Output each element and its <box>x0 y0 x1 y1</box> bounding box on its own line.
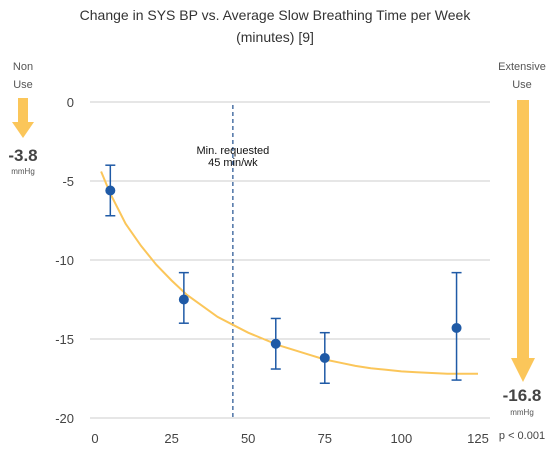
x-tick-label: 125 <box>467 431 489 446</box>
non-use-value: -3.8 <box>8 146 38 165</box>
data-point <box>451 322 462 333</box>
chart-title: Change in SYS BP vs. Average Slow Breath… <box>40 4 510 48</box>
annotation-line1: Min. requested <box>196 145 269 157</box>
x-tick-label: 0 <box>91 431 98 446</box>
y-tick-label: -5 <box>62 174 74 189</box>
non-use-down-arrow-icon <box>12 98 34 138</box>
chart-title-line2: (minutes) [9] <box>236 29 314 45</box>
data-point <box>270 338 281 349</box>
extensive-use-label: Extensive Use <box>498 61 546 91</box>
fit-curve <box>100 171 478 375</box>
extensive-use-value: -16.8 <box>502 386 542 405</box>
annotation-line2: 45 min/wk <box>208 157 258 169</box>
data-point <box>178 294 189 305</box>
extensive-use-down-arrow-icon <box>511 100 535 382</box>
chart-title-line1: Change in SYS BP vs. Average Slow Breath… <box>79 7 471 23</box>
y-tick-label: -20 <box>55 411 74 426</box>
y-tick-label: -10 <box>55 253 74 268</box>
p-value-label: p < 0.001 <box>498 430 546 442</box>
data-point <box>105 185 116 196</box>
x-tick-label: 75 <box>318 431 332 446</box>
non-use-label: Non Use <box>12 61 34 91</box>
x-tick-label: 100 <box>391 431 413 446</box>
non-use-unit: mmHg <box>11 167 35 176</box>
y-tick-label: 0 <box>67 95 74 110</box>
x-tick-label: 50 <box>241 431 255 446</box>
data-point <box>319 352 330 363</box>
extensive-use-unit: mmHg <box>510 408 534 417</box>
y-tick-label: -15 <box>55 332 74 347</box>
x-tick-label: 25 <box>164 431 178 446</box>
